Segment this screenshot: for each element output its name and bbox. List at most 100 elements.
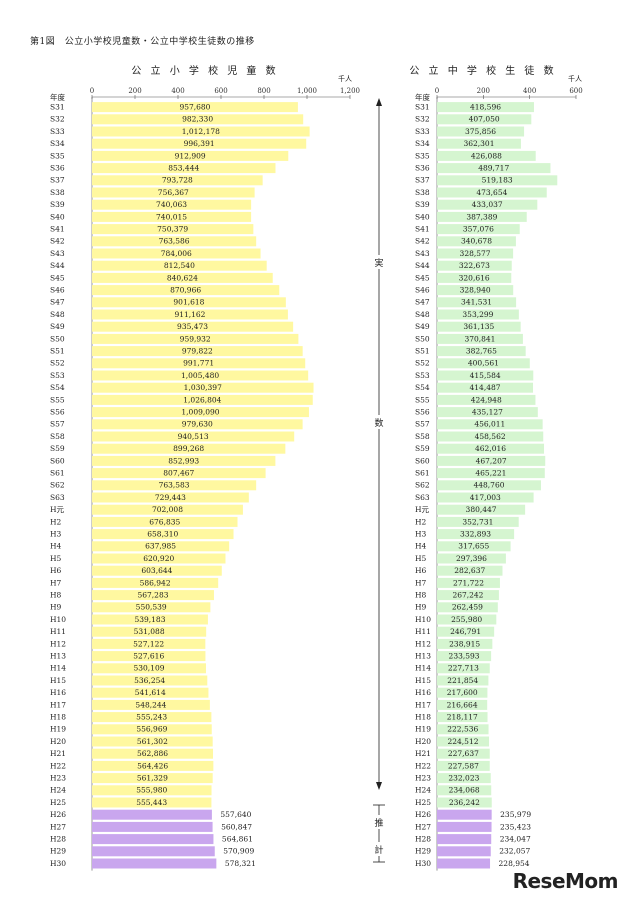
label-bg-actual: [372, 255, 386, 269]
bar-junior: [437, 394, 536, 405]
category-label: S61: [50, 469, 65, 478]
category-label: H3: [50, 530, 62, 539]
year-header-elementary: 年度: [50, 92, 65, 102]
value-label: 531,088: [134, 627, 165, 636]
bar-elementary: [92, 309, 288, 320]
bar-elementary: [92, 163, 276, 174]
value-label: 435,127: [472, 408, 503, 417]
unit-label-junior: 千人: [568, 74, 582, 83]
category-label: H25: [415, 798, 431, 807]
bar-junior: [437, 138, 521, 149]
value-label: 740,063: [156, 200, 187, 209]
category-label: S55: [50, 395, 65, 404]
value-label: 465,221: [475, 469, 506, 478]
bar-junior: [437, 114, 532, 125]
bar-junior: [437, 504, 526, 515]
bar-elementary: [92, 492, 249, 503]
category-label: S40: [415, 212, 430, 221]
category-label: S53: [415, 371, 430, 380]
category-label: S36: [50, 164, 65, 173]
bar-elementary: [92, 126, 310, 137]
category-label: H18: [50, 713, 66, 722]
bar-elementary: [92, 687, 209, 698]
category-label: S58: [415, 432, 430, 441]
value-label: 246,791: [450, 627, 481, 636]
category-label: H10: [50, 615, 66, 624]
category-label: S55: [415, 395, 430, 404]
category-label: S54: [415, 383, 430, 392]
bar-elementary: [92, 419, 303, 430]
category-label: S63: [415, 493, 430, 502]
category-label: H16: [50, 688, 66, 697]
category-label: H元: [50, 505, 65, 514]
value-label: 218,117: [447, 713, 478, 722]
category-label: S61: [415, 469, 430, 478]
value-label: 899,268: [173, 444, 204, 453]
category-label: S41: [415, 225, 430, 234]
category-label: H2: [50, 517, 62, 526]
bar-junior: [437, 199, 538, 210]
category-label: H16: [415, 688, 431, 697]
category-label: H7: [50, 578, 62, 587]
category-label: H22: [415, 761, 431, 770]
bar-junior: [437, 419, 543, 430]
bar-elementary: [92, 821, 213, 832]
bar-junior: [437, 773, 491, 784]
category-label: H18: [415, 713, 431, 722]
value-label: 262,459: [452, 603, 483, 612]
value-label: 233,593: [449, 652, 480, 661]
value-label: 352,731: [462, 517, 493, 526]
bar-junior: [437, 553, 506, 564]
value-label: 297,396: [456, 554, 487, 563]
value-label: 530,109: [133, 664, 164, 673]
bar-elementary: [92, 175, 263, 186]
bar-junior: [437, 541, 511, 552]
bar-junior: [437, 455, 546, 466]
bar-junior: [437, 760, 490, 771]
category-label: H26: [415, 810, 431, 819]
bar-junior: [437, 675, 489, 686]
bar-junior: [437, 431, 544, 442]
category-label: H4: [50, 542, 62, 551]
bar-junior: [437, 468, 545, 479]
bar-junior: [437, 724, 489, 735]
value-label: 539,183: [134, 615, 165, 624]
value-label: 357,076: [463, 225, 494, 234]
bar-junior: [437, 858, 491, 869]
category-label: S35: [415, 151, 430, 160]
value-label: 232,057: [499, 847, 530, 856]
value-label: 840,624: [167, 273, 198, 282]
bar-elementary: [92, 285, 280, 296]
category-label: H24: [50, 786, 66, 795]
period-annotation: 実 数 推 計: [372, 98, 386, 863]
category-label: S46: [50, 286, 65, 295]
bar-elementary: [92, 541, 230, 552]
bar-junior: [437, 370, 534, 381]
category-label: S41: [50, 225, 65, 234]
value-label: 982,330: [182, 115, 213, 124]
value-label: 957,680: [179, 103, 210, 112]
category-label: H21: [415, 749, 431, 758]
category-label: S39: [50, 200, 65, 209]
category-label: H11: [50, 627, 66, 636]
bar-junior: [437, 614, 497, 625]
bar-elementary: [92, 150, 289, 161]
value-label: 473,654: [476, 188, 507, 197]
value-label: 426,088: [471, 151, 502, 160]
bar-junior: [437, 102, 534, 113]
value-label: 620,920: [143, 554, 174, 563]
category-label: H4: [415, 542, 427, 551]
category-label: H2: [415, 517, 427, 526]
bar-elementary: [92, 565, 222, 576]
category-label: H29: [415, 847, 431, 856]
bar-elementary: [92, 858, 217, 869]
bar-elementary: [92, 529, 234, 540]
category-label: H19: [415, 725, 431, 734]
arrow-head-top: [376, 98, 382, 106]
category-label: S38: [50, 188, 65, 197]
category-label: S48: [50, 310, 65, 319]
bar-elementary: [92, 760, 214, 771]
value-label: 586,942: [140, 578, 171, 587]
category-label: S58: [50, 432, 65, 441]
value-label: 320,616: [459, 273, 490, 282]
